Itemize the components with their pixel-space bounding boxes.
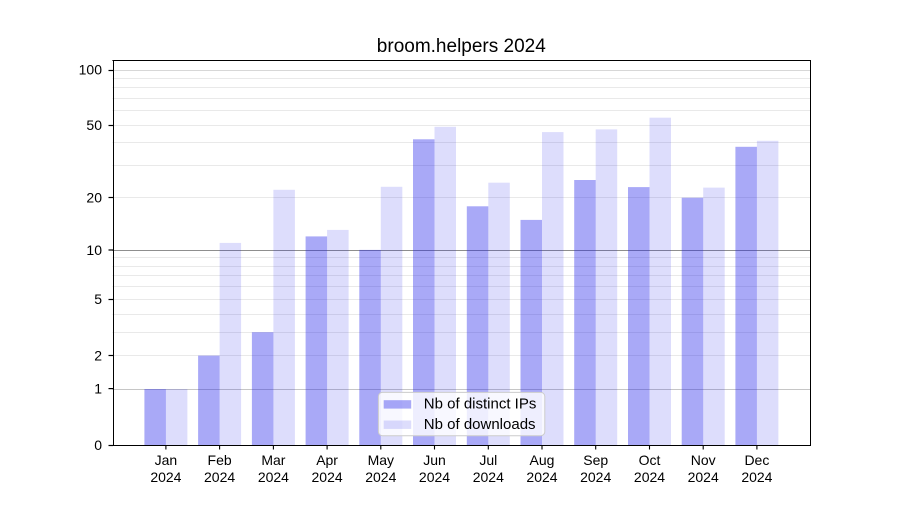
svg-text:50: 50 [86, 117, 102, 133]
svg-text:Mar: Mar [261, 452, 285, 468]
svg-text:20: 20 [86, 189, 102, 205]
svg-text:Nb of distinct IPs: Nb of distinct IPs [424, 396, 537, 413]
svg-text:2024: 2024 [634, 469, 665, 485]
svg-text:100: 100 [79, 62, 103, 78]
svg-text:2024: 2024 [419, 469, 450, 485]
svg-text:2024: 2024 [741, 469, 772, 485]
svg-text:1: 1 [94, 381, 102, 397]
svg-text:2024: 2024 [312, 469, 343, 485]
svg-text:May: May [368, 452, 394, 468]
svg-text:Dec: Dec [744, 452, 769, 468]
svg-text:Apr: Apr [316, 452, 338, 468]
svg-text:Jul: Jul [479, 452, 497, 468]
svg-text:10: 10 [86, 242, 102, 258]
svg-text:Sep: Sep [583, 452, 608, 468]
svg-text:2024: 2024 [473, 469, 504, 485]
svg-text:Aug: Aug [530, 452, 555, 468]
svg-text:2024: 2024 [580, 469, 611, 485]
svg-text:broom.helpers 2024: broom.helpers 2024 [377, 36, 546, 57]
svg-text:Nov: Nov [691, 452, 716, 468]
svg-text:Feb: Feb [208, 452, 232, 468]
svg-text:2: 2 [94, 348, 102, 364]
svg-text:2024: 2024 [365, 469, 396, 485]
svg-text:2024: 2024 [526, 469, 557, 485]
svg-text:2024: 2024 [258, 469, 289, 485]
svg-text:Nb of downloads: Nb of downloads [424, 416, 536, 433]
svg-text:5: 5 [94, 291, 102, 307]
svg-text:Jun: Jun [423, 452, 446, 468]
svg-text:2024: 2024 [688, 469, 719, 485]
svg-text:Jan: Jan [155, 452, 178, 468]
svg-text:Oct: Oct [639, 452, 661, 468]
svg-text:0: 0 [94, 437, 102, 453]
svg-text:2024: 2024 [150, 469, 181, 485]
svg-text:2024: 2024 [204, 469, 235, 485]
